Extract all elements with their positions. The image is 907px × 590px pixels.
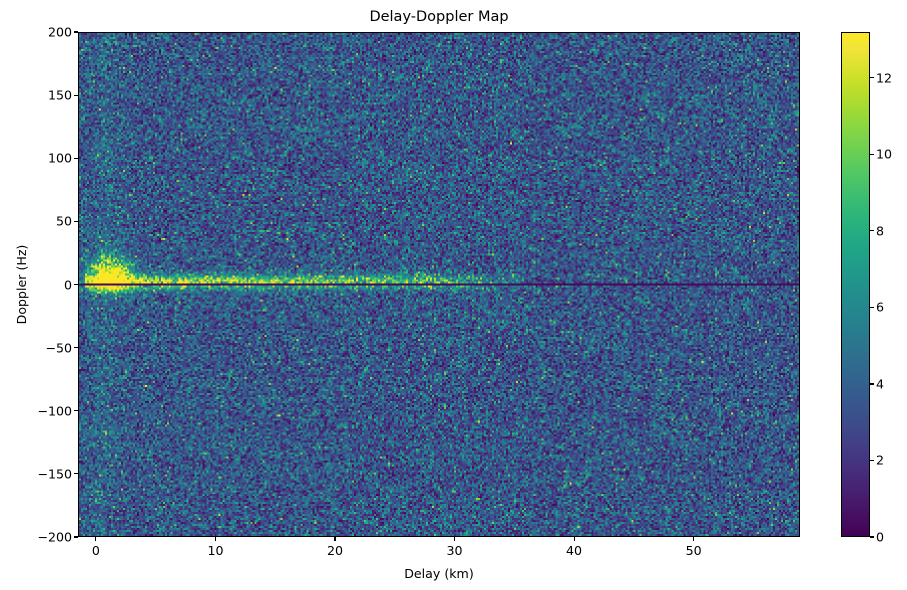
y-tick-mark (74, 31, 78, 33)
y-tick-label: −200 (37, 529, 72, 545)
x-axis-label: Delay (km) (404, 566, 474, 581)
y-tick-label: −150 (37, 466, 72, 482)
y-tick-mark (74, 536, 78, 538)
colorbar[interactable] (841, 32, 870, 537)
x-tick-label: 30 (446, 543, 463, 558)
colorbar-tick-label: 0 (876, 529, 885, 545)
colorbar-tick-label: 6 (876, 299, 885, 315)
colorbar-tick-label: 12 (876, 70, 893, 86)
y-tick-label: −50 (45, 340, 72, 356)
colorbar-tick-mark (870, 230, 874, 232)
y-tick-mark (74, 220, 78, 222)
y-tick-mark (74, 157, 78, 159)
y-tick-label: 150 (47, 87, 72, 103)
colorbar-tick-mark (870, 306, 874, 308)
y-tick-label: 50 (55, 213, 72, 229)
x-tick-label: 0 (91, 543, 100, 558)
colorbar-tick-mark (870, 153, 874, 155)
colorbar-gradient (842, 33, 869, 536)
y-tick-mark (74, 473, 78, 475)
colorbar-tick-mark (870, 459, 874, 462)
x-tick-mark (214, 537, 216, 541)
page-title: Delay-Doppler Map (369, 9, 509, 25)
y-tick-label: −100 (37, 403, 72, 419)
y-tick-mark (74, 410, 78, 412)
colorbar-tick-label: 10 (876, 146, 893, 162)
x-tick-mark (693, 537, 695, 541)
x-tick-mark (453, 537, 456, 541)
heatmap-plot-area[interactable] (78, 32, 800, 537)
y-axis-label: Doppler (Hz) (14, 244, 29, 325)
y-tick-label: 0 (63, 277, 72, 292)
colorbar-tick-label: 2 (876, 452, 885, 468)
y-tick-label: 200 (47, 24, 72, 40)
x-tick-label: 50 (685, 543, 702, 558)
y-tick-mark (74, 347, 78, 349)
colorbar-tick-label: 8 (876, 223, 885, 239)
colorbar-tick-mark (870, 383, 874, 385)
delay-doppler-heatmap-image (79, 33, 799, 536)
x-tick-mark (334, 537, 336, 541)
y-tick-mark (74, 94, 78, 96)
y-tick-mark (74, 283, 78, 286)
x-tick-label: 40 (566, 543, 583, 558)
colorbar-tick-mark (870, 77, 874, 79)
x-tick-mark (95, 537, 97, 541)
colorbar-tick-mark (870, 536, 874, 538)
x-tick-mark (573, 537, 575, 541)
x-tick-label: 20 (326, 543, 344, 558)
colorbar-tick-label: 4 (876, 376, 885, 392)
x-tick-label: 10 (207, 543, 224, 558)
y-tick-label: 100 (47, 150, 72, 166)
